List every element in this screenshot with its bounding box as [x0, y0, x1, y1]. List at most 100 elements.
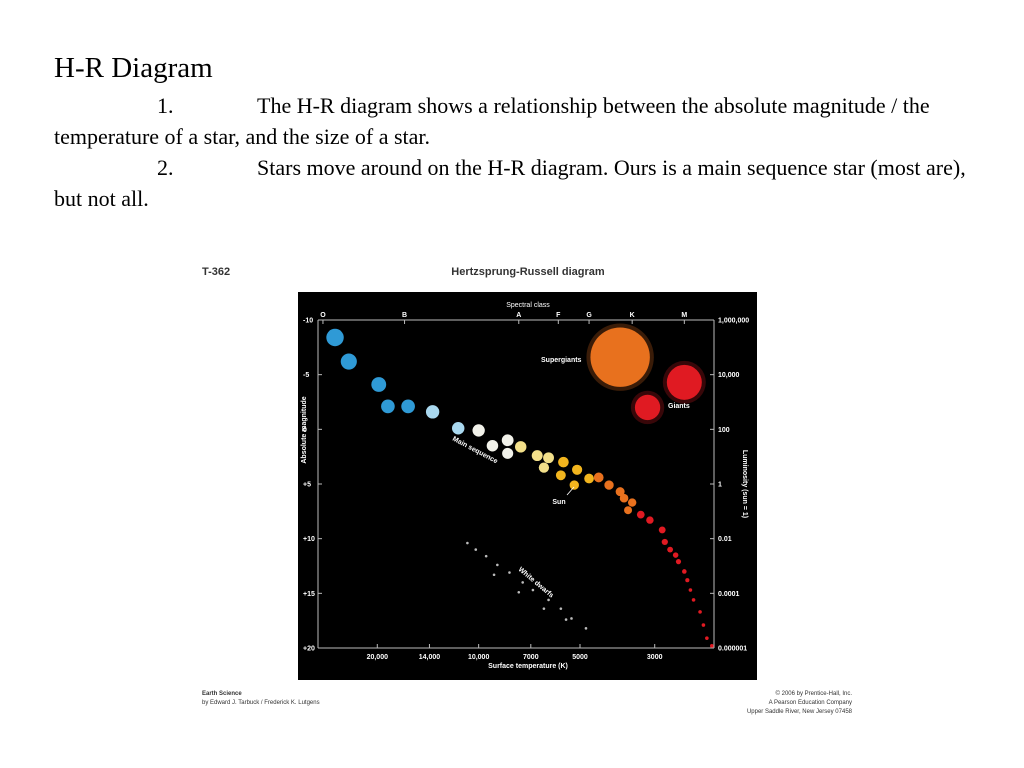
- star: [401, 399, 415, 414]
- slide-title: H-R Diagram: [54, 52, 213, 84]
- star: [667, 546, 674, 553]
- star: [484, 554, 488, 558]
- x-axis-title: Surface temperature (K): [488, 663, 568, 670]
- star: [474, 548, 478, 551]
- star: [371, 377, 387, 392]
- star: [624, 506, 633, 515]
- y-tick-label: +5: [303, 482, 311, 489]
- star: [698, 610, 702, 614]
- y2-tick-label: 0.0001: [718, 591, 740, 598]
- star: [619, 493, 629, 503]
- x-tick-label: 5000: [572, 654, 588, 661]
- x2-tick-label: M: [681, 312, 687, 319]
- star: [675, 559, 682, 565]
- star: [381, 399, 395, 414]
- y-tick-label: +20: [303, 646, 315, 653]
- star: [501, 434, 514, 447]
- star: [584, 473, 594, 484]
- bullet-item: 1. The H-R diagram shows a relationship b…: [54, 90, 979, 152]
- star: [688, 588, 693, 592]
- sun-label: Sun: [552, 499, 565, 506]
- y-tick-label: 0: [303, 427, 307, 434]
- y-axis-title: Absolute magnitude: [301, 396, 308, 463]
- star: [661, 538, 668, 546]
- y2-tick-label: 0.000001: [718, 646, 747, 653]
- star: [486, 439, 499, 452]
- credit: by Edward J. Tarbuck / Frederick K. Lutg…: [202, 700, 320, 706]
- star: [508, 571, 511, 574]
- y2-axis-title: Luminosity (sun = 1): [741, 450, 748, 518]
- star: [672, 552, 679, 558]
- y2-tick-label: 100: [718, 427, 730, 434]
- star: [496, 563, 499, 567]
- y-tick-label: -5: [303, 372, 309, 379]
- x2-tick-label: B: [402, 312, 407, 319]
- star: [559, 607, 563, 610]
- star: [685, 578, 690, 583]
- bullet-list: 1. The H-R diagram shows a relationship b…: [54, 90, 979, 214]
- x2-tick-label: O: [320, 312, 326, 319]
- star: [531, 588, 535, 592]
- item-number: 1.: [157, 93, 174, 118]
- star: [666, 364, 702, 400]
- star: [326, 328, 344, 347]
- star: [521, 581, 524, 584]
- bullet-item: 2. Stars move around on the H-R diagram. …: [54, 152, 979, 214]
- star: [569, 480, 579, 490]
- star: [542, 607, 546, 610]
- figure-code: T-362: [202, 266, 230, 278]
- star: [466, 541, 469, 545]
- star: [492, 573, 496, 577]
- credit: © 2006 by Prentice-Hall, Inc.: [776, 690, 853, 697]
- sun-pointer: [566, 486, 575, 496]
- star: [646, 516, 654, 524]
- star: [604, 480, 614, 490]
- star: [543, 452, 554, 464]
- plot-background: [298, 292, 757, 680]
- star: [538, 462, 550, 473]
- star: [517, 590, 521, 594]
- star: [502, 447, 514, 459]
- star: [514, 441, 527, 453]
- star: [705, 636, 709, 640]
- star: [627, 498, 637, 507]
- y-tick-label: +10: [303, 536, 315, 543]
- star: [658, 526, 666, 534]
- y-tick-label: -10: [303, 318, 313, 325]
- star: [584, 627, 588, 630]
- star: [710, 644, 714, 648]
- credit: A Pearson Education Company: [769, 700, 852, 706]
- star: [564, 618, 568, 621]
- star: [636, 510, 645, 519]
- star: [634, 394, 661, 421]
- y-tick-label: +15: [303, 591, 315, 598]
- item-number: 2.: [157, 155, 174, 180]
- x-tick-label: 3000: [647, 654, 663, 661]
- x-tick-label: 20,000: [367, 654, 389, 661]
- star: [558, 456, 569, 468]
- credit: Earth Science: [202, 691, 242, 697]
- chart-title: Hertzsprung-Russell diagram: [451, 266, 605, 278]
- x-tick-label: 10,000: [468, 654, 490, 661]
- series-label: Supergiants: [541, 357, 582, 364]
- star: [615, 487, 625, 497]
- star: [570, 617, 573, 620]
- star: [572, 464, 583, 475]
- star: [555, 470, 566, 481]
- x-tick-label: 7000: [523, 654, 539, 661]
- x2-tick-label: F: [556, 312, 561, 319]
- star: [590, 327, 650, 387]
- series-label: Giants: [668, 403, 690, 410]
- y2-tick-label: 1: [718, 482, 722, 489]
- star: [340, 353, 357, 370]
- star: [531, 450, 543, 462]
- star: [701, 623, 706, 627]
- star: [547, 598, 550, 602]
- item-text: The H-R diagram shows a relationship bet…: [54, 93, 930, 149]
- x2-tick-label: A: [516, 312, 521, 319]
- star: [472, 424, 485, 437]
- x-tick-label: 14,000: [419, 654, 441, 661]
- item-text: Stars move around on the H-R diagram. Ou…: [54, 155, 966, 211]
